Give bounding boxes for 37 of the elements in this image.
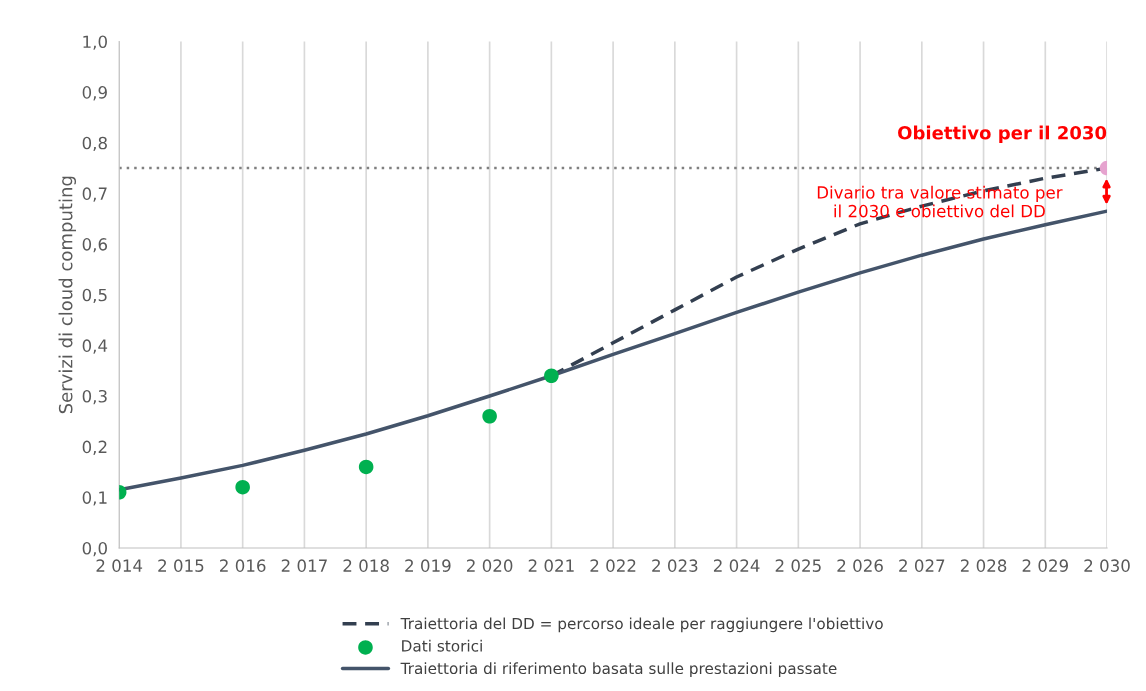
y-tick-label: 0,6	[82, 238, 108, 253]
x-tick-label: 2 029	[1022, 559, 1068, 572]
x-tick-label: 2 023	[652, 559, 698, 572]
x-tick-label: 2 024	[713, 559, 760, 572]
point	[482, 408, 497, 424]
point	[358, 459, 374, 475]
point	[544, 368, 559, 384]
y-tick-label: 0,3	[82, 389, 107, 405]
legend-label: Traiettoria di riferimento basata sulle prestazioni passate	[400, 662, 837, 678]
x-tick-label: 2 025	[775, 559, 821, 572]
x-tick-label: 2 018	[343, 559, 389, 572]
x-tick-label: 2 017	[281, 559, 327, 572]
y-axis-title: Servizi di cloud computing	[58, 176, 77, 414]
y-tick-label: 0,0	[82, 541, 107, 557]
legend-label: Traiettoria del DD = percorso ideale per raggiungere l'obiettivo	[400, 617, 883, 633]
y-tick-label: 0,5	[82, 288, 107, 303]
y-tick-label: 0,8	[82, 136, 107, 152]
x-tick-label: 2 016	[220, 559, 266, 572]
y-tick-label: 0,7	[82, 187, 107, 202]
y-tick-label: 0,1	[82, 491, 107, 506]
x-tick-label: 2 022	[590, 559, 636, 572]
y-tick-label: 1,0	[83, 35, 107, 50]
x-tick-label: 2 027	[899, 559, 945, 572]
x-tick-label: 2 021	[528, 559, 574, 572]
point	[235, 479, 250, 495]
y-tick-label: 0,2	[82, 440, 107, 455]
x-tick-label: 2 014	[96, 559, 143, 572]
x-tick-label: 2 030	[1084, 559, 1130, 572]
y-tick-label: 0,9	[82, 86, 107, 101]
x-tick-label: 2 015	[158, 559, 204, 572]
x-tick-label: 2 020	[466, 559, 513, 572]
x-tick-label: 2 026	[837, 559, 883, 572]
y-tick-label: 0,4	[82, 339, 108, 354]
x-tick-label: 2 019	[405, 559, 451, 572]
annotation: Obiettivo per il 2030	[898, 125, 1107, 144]
x-tick-label: 2 028	[960, 559, 1007, 572]
legend-label: Dati storici	[402, 639, 482, 652]
